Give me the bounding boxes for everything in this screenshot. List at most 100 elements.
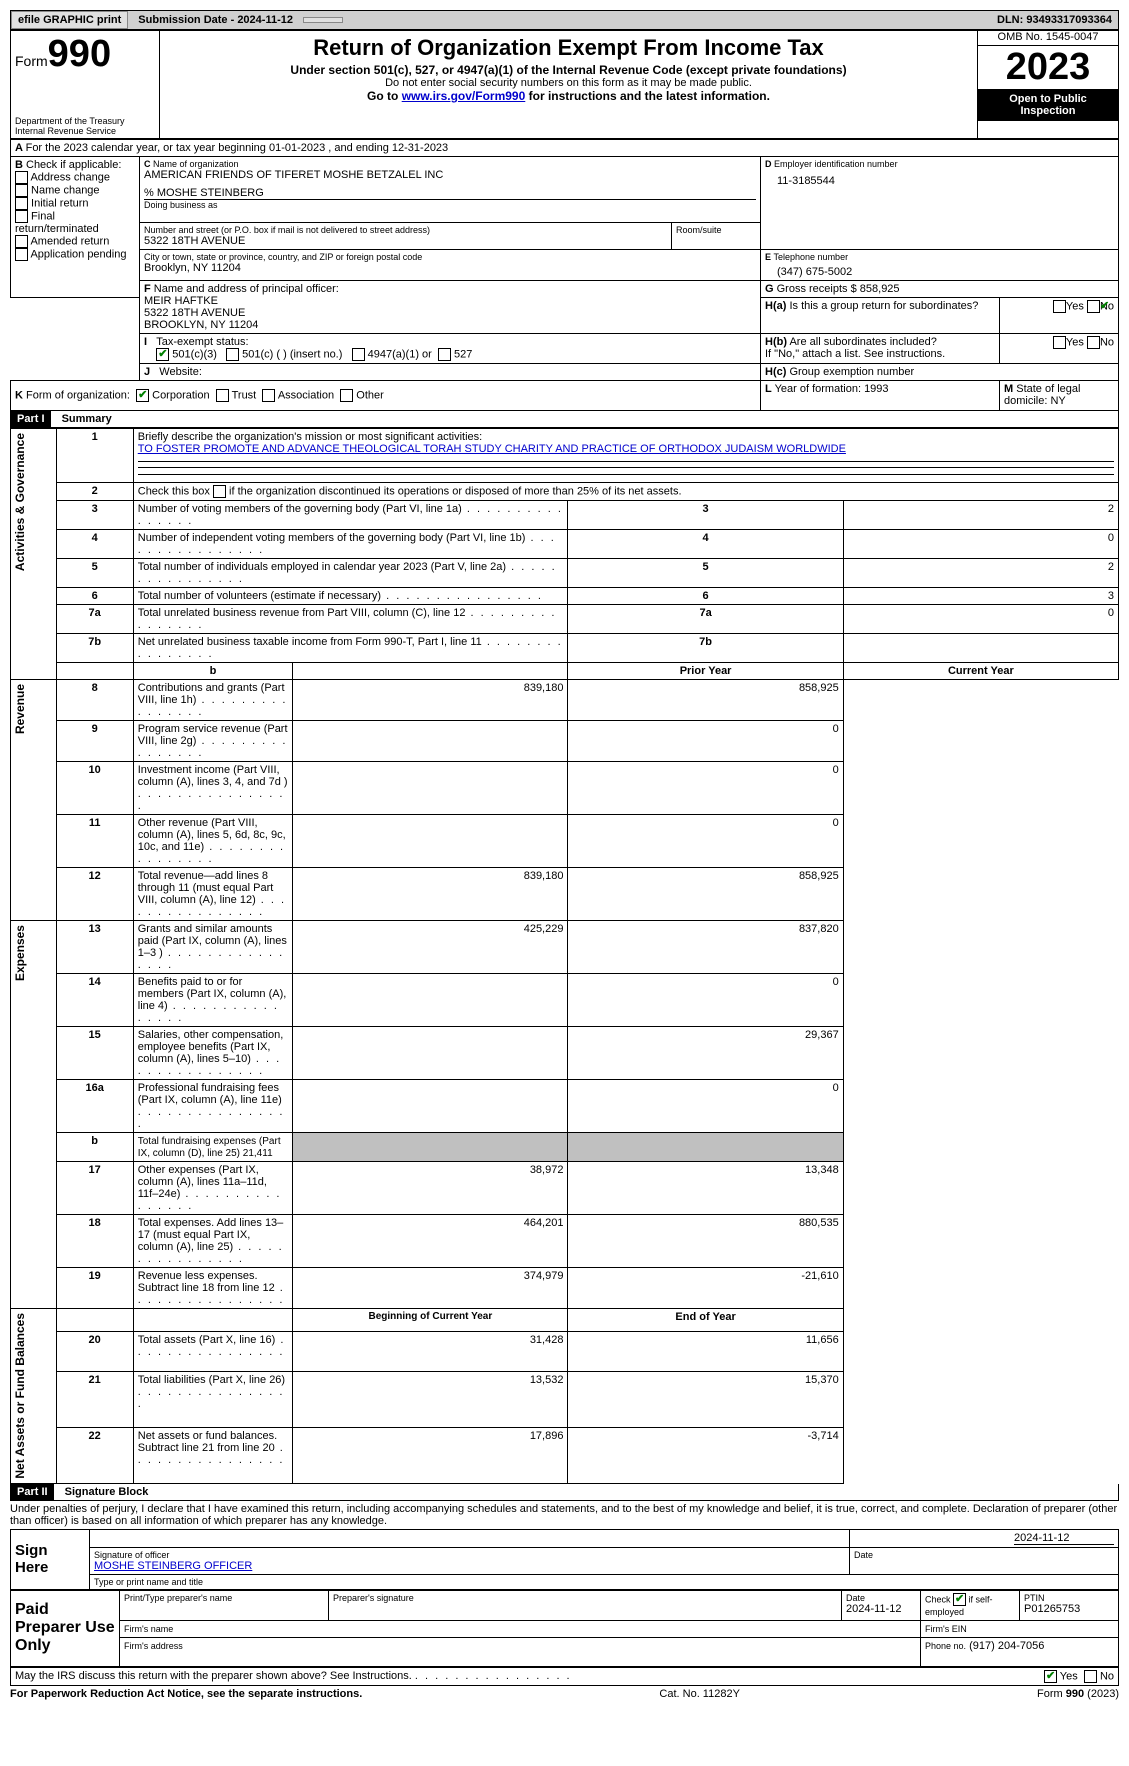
l11-num: 11 xyxy=(56,815,133,868)
b-checkbox[interactable] xyxy=(15,197,28,210)
blank-button[interactable] xyxy=(303,17,343,23)
i-4947-checkbox[interactable] xyxy=(352,348,365,361)
ha-yes-checkbox[interactable] xyxy=(1053,300,1066,313)
l17-text: Other expenses (Part IX, column (A), lin… xyxy=(133,1162,292,1215)
i-501c-checkbox[interactable] xyxy=(226,348,239,361)
l10-num: 10 xyxy=(56,762,133,815)
officer-addr2: BROOKLYN, NY 11204 xyxy=(144,319,756,331)
pdate-val: 2024-11-12 xyxy=(846,1603,916,1615)
l19-prior: 374,979 xyxy=(293,1268,568,1309)
f-label: Name and address of principal officer: xyxy=(154,283,339,295)
prep-sig: Preparer's signature xyxy=(329,1590,842,1620)
lb-text: Total fundraising expenses (Part IX, col… xyxy=(133,1133,292,1162)
k-trust-checkbox[interactable] xyxy=(216,389,229,402)
b-checkbox[interactable] xyxy=(15,248,28,261)
section-m: M State of legal domicile: NY xyxy=(1000,381,1119,411)
fphone-val: (917) 204-7056 xyxy=(969,1640,1044,1652)
officer-name: MEIR HAFTKE xyxy=(144,295,756,307)
k-o4: Other xyxy=(356,389,384,401)
name-label: Type or print name and title xyxy=(94,1577,1114,1587)
city-cell: City or town, state or province, country… xyxy=(140,250,761,281)
b-checkbox[interactable] xyxy=(15,171,28,184)
l4-val: 0 xyxy=(843,530,1118,559)
k-o1: Corporation xyxy=(152,389,209,401)
l5-text: Total number of individuals employed in … xyxy=(133,559,568,588)
l13-text: Grants and similar amounts paid (Part IX… xyxy=(133,921,292,974)
discuss-table: May the IRS discuss this return with the… xyxy=(10,1667,1119,1686)
l5-box: 5 xyxy=(568,559,843,588)
summary-table: Activities & Governance1Briefly describe… xyxy=(10,428,1119,1484)
l18-prior: 464,201 xyxy=(293,1215,568,1268)
street: 5322 18TH AVENUE xyxy=(144,235,667,247)
l19-num: 19 xyxy=(56,1268,133,1309)
l11-prior xyxy=(293,815,568,868)
l10-curr: 0 xyxy=(568,762,843,815)
discuss-q: May the IRS discuss this return with the… xyxy=(15,1670,412,1682)
header-table: Form990 Department of the Treasury Inter… xyxy=(10,30,1119,139)
subtitle-2: Do not enter social security numbers on … xyxy=(164,77,973,89)
l7b-box: 7b xyxy=(568,634,843,663)
line-a: A For the 2023 calendar year, or tax yea… xyxy=(11,140,1119,157)
dln: DLN: 93493317093364 xyxy=(991,12,1118,28)
l1-num: 1 xyxy=(56,429,133,483)
hdr-spacer xyxy=(293,663,568,680)
l2-checkbox[interactable] xyxy=(213,485,226,498)
l6-text: Total number of volunteers (estimate if … xyxy=(133,588,568,605)
psig-label: Preparer's signature xyxy=(333,1593,837,1603)
ha-yes: Yes xyxy=(1066,300,1084,312)
h-b: H(b) Are all subordinates included?If "N… xyxy=(761,334,1000,364)
self-emp-checkbox[interactable] xyxy=(953,1593,966,1606)
b-checkbox[interactable] xyxy=(15,184,28,197)
hb-yes-checkbox[interactable] xyxy=(1053,336,1066,349)
i-527-checkbox[interactable] xyxy=(438,348,451,361)
l22-text: Net assets or fund balances. Subtract li… xyxy=(133,1427,292,1483)
irs-link[interactable]: www.irs.gov/Form990 xyxy=(402,89,526,103)
l9-num: 9 xyxy=(56,721,133,762)
info-table: A For the 2023 calendar year, or tax yea… xyxy=(10,139,1119,411)
k-o3: Association xyxy=(278,389,334,401)
l11-curr: 0 xyxy=(568,815,843,868)
l9-prior xyxy=(293,721,568,762)
b-checkbox[interactable] xyxy=(15,235,28,248)
street-cell: Number and street (or P.O. box if mail i… xyxy=(140,223,672,250)
city: Brooklyn, NY 11204 xyxy=(144,262,756,274)
l3-val: 2 xyxy=(843,501,1118,530)
l11-text: Other revenue (Part VIII, column (A), li… xyxy=(133,815,292,868)
l5-val: 2 xyxy=(843,559,1118,588)
l21-num: 21 xyxy=(56,1371,133,1427)
hc-text: Group exemption number xyxy=(789,366,914,378)
l18-text: Total expenses. Add lines 13–17 (must eq… xyxy=(133,1215,292,1268)
l3-box: 3 xyxy=(568,501,843,530)
l13-curr: 837,820 xyxy=(568,921,843,974)
part2-label: Part II xyxy=(11,1484,54,1500)
l21-prior: 13,532 xyxy=(293,1371,568,1427)
fphone-label: Phone no. xyxy=(925,1641,966,1651)
discuss-no-checkbox[interactable] xyxy=(1084,1670,1097,1683)
c-label: Name of organization xyxy=(153,159,239,169)
footer-right: Form 990 (2023) xyxy=(1037,1688,1119,1700)
mission-text: TO FOSTER PROMOTE AND ADVANCE THEOLOGICA… xyxy=(138,443,846,455)
ha-no-checkbox[interactable] xyxy=(1087,300,1100,313)
hb-no-checkbox[interactable] xyxy=(1087,336,1100,349)
efile-print-button[interactable]: efile GRAPHIC print xyxy=(11,11,128,29)
discuss-yes-checkbox[interactable] xyxy=(1044,1670,1057,1683)
b-checkbox[interactable] xyxy=(15,210,28,223)
k-other-checkbox[interactable] xyxy=(340,389,353,402)
l22-num: 22 xyxy=(56,1427,133,1483)
name-title: Type or print name and title xyxy=(90,1574,1119,1589)
l7a-box: 7a xyxy=(568,605,843,634)
k-assoc-checkbox[interactable] xyxy=(262,389,275,402)
k-corp-checkbox[interactable] xyxy=(136,389,149,402)
room-label: Room/suite xyxy=(676,225,756,235)
section-e: E Telephone number (347) 675-5002 xyxy=(761,250,1119,281)
footer: For Paperwork Reduction Act Notice, see … xyxy=(10,1686,1119,1700)
part2-header: Part II Signature Block xyxy=(10,1484,1119,1501)
firm-phone: Phone no. (917) 204-7056 xyxy=(921,1637,1119,1666)
goto-pre: Go to xyxy=(367,89,402,103)
hb-note: If "No," attach a list. See instructions… xyxy=(765,348,945,360)
l17-prior: 38,972 xyxy=(293,1162,568,1215)
i-501c3-checkbox[interactable] xyxy=(156,348,169,361)
l4-box: 4 xyxy=(568,530,843,559)
sig-name[interactable]: MOSHE STEINBERG OFFICER xyxy=(94,1560,845,1572)
l20-curr: 11,656 xyxy=(568,1332,843,1372)
